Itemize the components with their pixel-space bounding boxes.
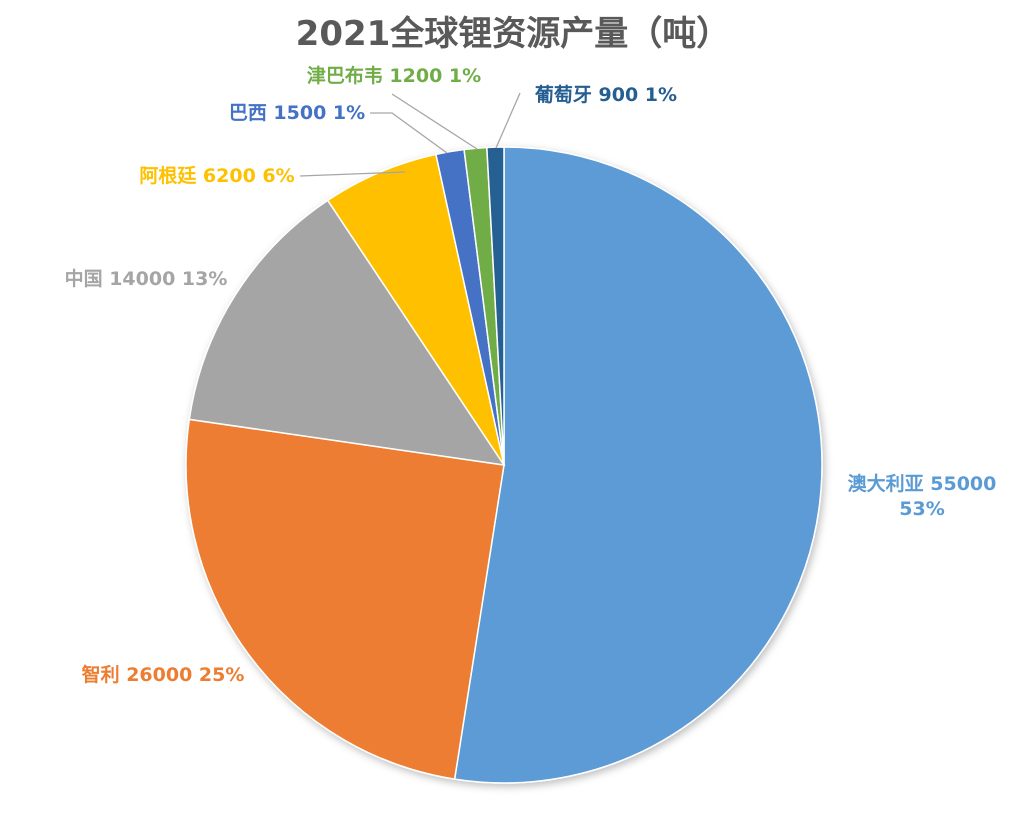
pie-slice-6 bbox=[486, 146, 505, 466]
data-label-0-line-1: 53% bbox=[899, 498, 944, 520]
data-label-3: 阿根廷 6200 6% bbox=[139, 164, 294, 187]
pie-slices bbox=[185, 146, 823, 784]
pie-slice-1 bbox=[185, 418, 505, 781]
leader-line-5 bbox=[391, 93, 478, 150]
leader-line-3 bbox=[299, 171, 406, 177]
data-label-0-line-0: 澳大利亚 55000 bbox=[848, 472, 997, 495]
data-label-6: 葡萄牙 900 1% bbox=[535, 83, 677, 106]
leader-line-4 bbox=[370, 112, 448, 154]
data-label-5-line-0: 津巴布韦 1200 1% bbox=[307, 64, 481, 87]
data-label-5: 津巴布韦 1200 1% bbox=[307, 64, 481, 87]
data-label-4: 巴西 1500 1% bbox=[229, 102, 365, 124]
data-label-2-line-0: 中国 14000 13% bbox=[65, 267, 228, 290]
data-label-4-line-0: 巴西 1500 1% bbox=[229, 102, 365, 124]
data-label-3-line-0: 阿根廷 6200 6% bbox=[139, 164, 294, 187]
pie-slice-2 bbox=[188, 199, 506, 466]
chart-title: 2021全球锂资源产量（吨） bbox=[295, 14, 731, 54]
data-label-0: 澳大利亚 55000 53% bbox=[848, 472, 997, 520]
pie-slice-0 bbox=[453, 146, 823, 784]
data-label-1-line-0: 智利 26000 25% bbox=[82, 663, 245, 686]
data-label-6-line-0: 葡萄牙 900 1% bbox=[535, 83, 677, 106]
data-label-2: 中国 14000 13% bbox=[65, 267, 228, 290]
data-label-1: 智利 26000 25% bbox=[82, 663, 245, 686]
leader-line-6 bbox=[495, 92, 521, 149]
